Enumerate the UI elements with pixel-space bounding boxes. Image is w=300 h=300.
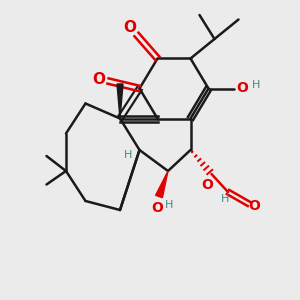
Polygon shape: [117, 84, 123, 119]
Text: H: H: [221, 194, 229, 204]
Text: H: H: [251, 80, 260, 90]
Polygon shape: [156, 171, 168, 198]
Text: O: O: [248, 200, 260, 213]
Text: H: H: [124, 149, 132, 160]
Text: O: O: [123, 20, 136, 34]
Text: O: O: [92, 72, 106, 87]
Text: O: O: [236, 82, 248, 95]
Text: H: H: [165, 200, 174, 211]
Text: O: O: [152, 201, 164, 215]
Text: O: O: [201, 178, 213, 192]
